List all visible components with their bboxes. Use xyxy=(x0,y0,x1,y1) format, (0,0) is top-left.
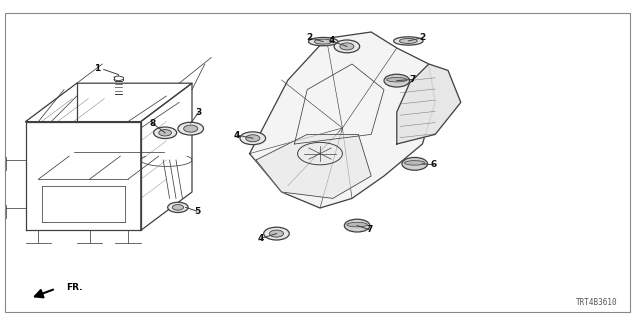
Text: 2: 2 xyxy=(419,33,426,42)
Text: 1: 1 xyxy=(94,64,100,73)
Text: 7: 7 xyxy=(410,75,416,84)
Ellipse shape xyxy=(347,222,367,227)
Text: 6: 6 xyxy=(431,160,437,169)
Ellipse shape xyxy=(404,161,425,165)
Polygon shape xyxy=(250,32,435,208)
Ellipse shape xyxy=(394,37,423,45)
Text: 5: 5 xyxy=(194,207,200,216)
Circle shape xyxy=(172,204,184,210)
Text: 4: 4 xyxy=(234,131,240,140)
Circle shape xyxy=(269,230,284,237)
Text: 4: 4 xyxy=(328,36,335,45)
Circle shape xyxy=(334,40,360,53)
Text: 2: 2 xyxy=(307,33,313,42)
Circle shape xyxy=(264,227,289,240)
Circle shape xyxy=(344,219,370,232)
Text: 4: 4 xyxy=(258,234,264,243)
Circle shape xyxy=(178,122,204,135)
Text: TRT4B3610: TRT4B3610 xyxy=(576,298,618,307)
Text: 3: 3 xyxy=(195,108,202,117)
Circle shape xyxy=(402,157,428,170)
Circle shape xyxy=(240,132,266,145)
Ellipse shape xyxy=(308,37,338,46)
Circle shape xyxy=(184,125,198,132)
Circle shape xyxy=(168,202,188,212)
Polygon shape xyxy=(397,64,461,144)
Text: FR.: FR. xyxy=(66,283,83,292)
Ellipse shape xyxy=(314,39,332,44)
Circle shape xyxy=(159,130,172,136)
Text: 8: 8 xyxy=(149,119,156,128)
Ellipse shape xyxy=(399,38,417,44)
Circle shape xyxy=(340,43,354,50)
Text: 7: 7 xyxy=(367,225,373,234)
Ellipse shape xyxy=(387,77,407,82)
Circle shape xyxy=(384,74,410,87)
Circle shape xyxy=(154,127,177,139)
Circle shape xyxy=(246,135,260,142)
Polygon shape xyxy=(256,134,371,198)
